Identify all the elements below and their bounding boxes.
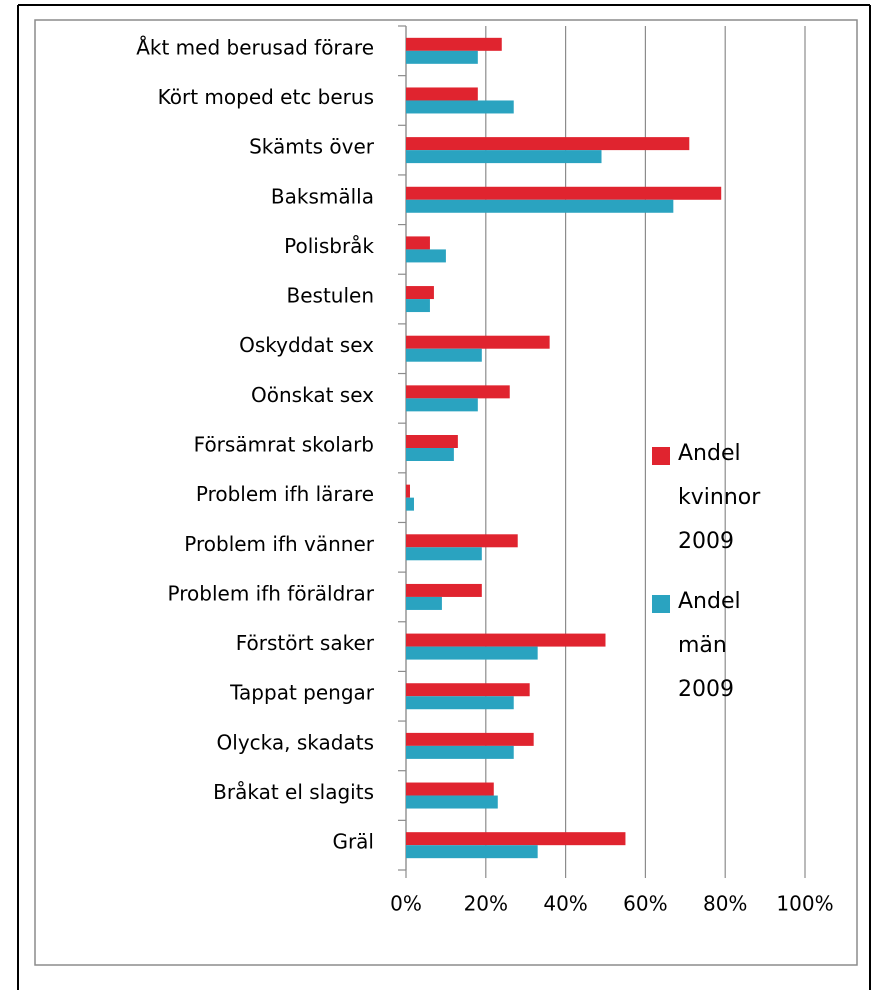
bar [406,435,458,448]
y-tick-label: Oönskat sex [251,383,374,407]
bar [406,150,602,164]
y-tick-label: Gräl [332,830,374,854]
y-tick-label: Kört moped etc berus [158,85,374,109]
legend-entry: Andel män 2009 [650,580,760,712]
bar [406,100,514,114]
bar [406,286,434,300]
bar [406,596,442,610]
y-tick-label: Problem ifh lärare [196,482,374,506]
y-tick-label: Baksmälla [271,184,374,208]
legend-entry: Andel kvinnor 2009 [650,432,760,564]
bar [406,583,482,597]
bar [406,633,606,647]
y-tick-label: Försämrat skolarb [194,433,374,457]
bar [406,745,514,759]
bar [406,348,482,362]
y-tick-label: Problem ifh föräldrar [168,581,375,605]
y-tick-label: Bråkat el slagits [213,780,374,804]
chart-frame [34,19,858,966]
bar [406,385,510,399]
x-tick-label: 80% [703,892,747,916]
bar [406,398,478,412]
bar [406,137,690,151]
y-tick-label: Förstört saker [236,631,375,655]
x-tick-label: 20% [464,892,508,916]
legend-swatch [652,595,670,613]
bar [406,448,454,461]
y-tick-label: Åkt med berusad förare [136,35,374,59]
legend-swatch [652,447,670,465]
y-tick-label: Polisbråk [284,234,374,258]
y-tick-label: Olycka, skadats [217,730,374,754]
bar [406,37,502,51]
bar [406,335,550,349]
y-tick-label: Problem ifh vänner [184,532,375,556]
bar [406,696,514,710]
x-tick-label: 0% [390,892,422,916]
y-tick-label: Skämts över [249,135,375,159]
x-tick-label: 40% [543,892,587,916]
bar [406,199,674,213]
bar [406,50,478,64]
bar [406,646,538,660]
bar [406,534,518,548]
y-tick-label: Bestulen [287,284,375,308]
y-tick-label: Tappat pengar [229,681,375,705]
legend-label: Andel kvinnor 2009 [678,441,761,554]
bar [406,795,498,809]
bar [406,845,538,859]
x-tick-label: 100% [776,892,833,916]
bar [406,236,430,250]
bar [406,186,722,200]
bar [406,683,530,697]
bar [406,782,494,796]
bar [406,87,478,101]
bar [406,547,482,561]
bar [406,497,414,511]
bar [406,299,430,313]
legend: Andel kvinnor 2009 Andel män 2009 [650,432,760,728]
bar [406,732,534,746]
bar [406,249,446,263]
bar [406,484,410,498]
y-tick-label: Oskyddat sex [239,333,374,357]
x-tick-label: 60% [623,892,667,916]
legend-label: Andel män 2009 [678,589,741,702]
bar [406,832,626,846]
